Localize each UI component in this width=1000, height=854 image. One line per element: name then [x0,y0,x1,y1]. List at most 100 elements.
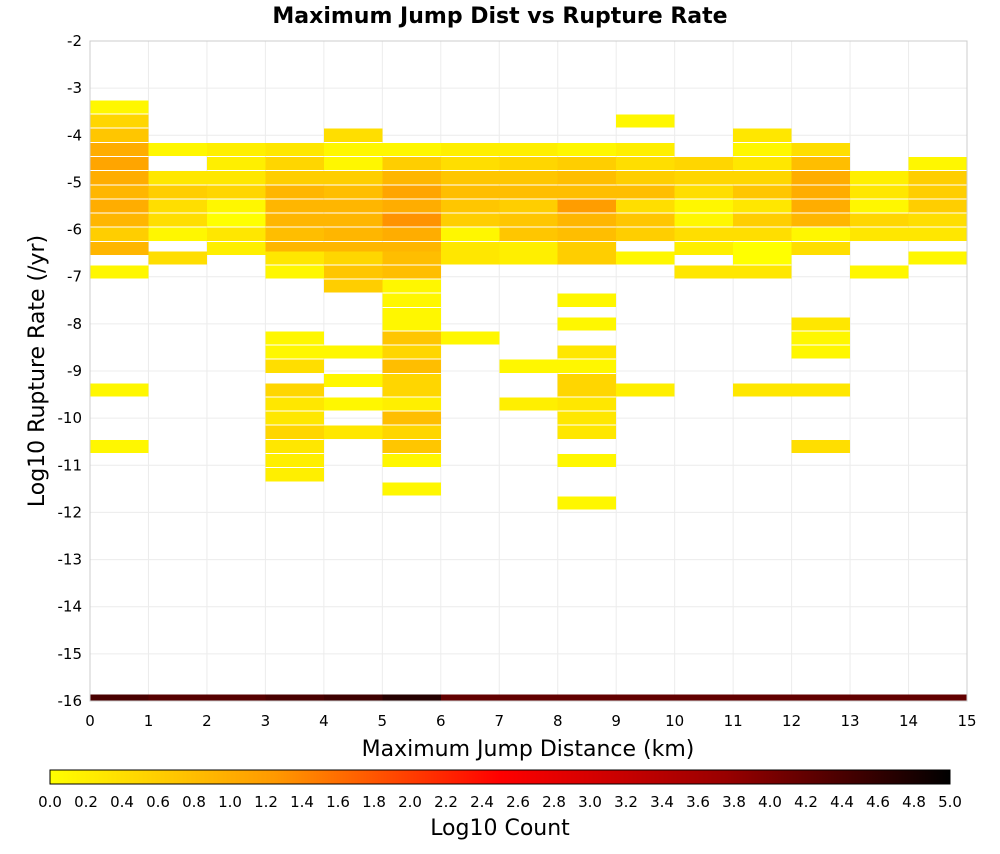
heatmap-cell-4-3 [323,171,383,185]
heatmap-cell-10-1 [674,171,734,185]
heatmap-cell-5-14 [382,331,441,345]
heatmap-cell-7-0 [499,142,558,157]
colorbar-tick-label-6: 1.2 [254,793,278,811]
heatmap-cell-14-5 [908,227,967,241]
heatmap-cell-4-1 [323,142,383,157]
heatmap-cell-5-11 [382,293,441,307]
heatmap-cell-1-2 [148,185,207,199]
heatmap-cell-4-9 [323,251,383,265]
heatmap-cell-8-12 [557,359,617,373]
plot-border [89,40,968,702]
heatmap-cell-5-23 [382,453,441,468]
heatmap-cell-7-2 [499,171,558,185]
heatmap-cell-12-12 [791,439,851,454]
heatmap-cell-0-10 [90,241,149,256]
heatmap-cell-10-6 [674,241,734,256]
heatmap-cell-3-3 [265,185,324,199]
heatmap-cell-0-7 [90,199,149,213]
heatmap-cell-9-1 [616,142,675,157]
heatmap-bottom-cell-1 [148,694,207,701]
heatmap-cell-1-1 [148,171,207,185]
heatmap-cell-13-1 [850,185,909,199]
y-tick-label-13: -15 [58,645,83,663]
heatmap-cell-11-10 [733,265,792,279]
x-axis-label: Maximum Jump Distance (km) [362,737,695,762]
y-tick-label-2: -4 [67,126,82,144]
chart-title: Maximum Jump Dist vs Rupture Rate [272,4,727,29]
heatmap-cell-5-21 [382,425,441,439]
heatmap-cell-5-20 [382,411,441,425]
heatmap-cell-4-4 [323,185,383,199]
x-tick-label-0: 0 [85,712,95,730]
heatmap-cell-4-15 [323,425,383,439]
heatmap-cell-10-3 [674,199,734,213]
heatmap-cell-8-10 [557,317,617,331]
heatmap-cell-5-10 [382,279,441,293]
heatmap-cell-5-19 [382,397,441,411]
heatmap-cell-11-2 [733,156,792,171]
heatmap-cell-4-7 [323,227,383,241]
heatmap-cell-7-8 [499,251,558,265]
y-tick-label-5: -7 [67,268,82,286]
colorbar-tick-label-14: 2.8 [542,793,566,811]
heatmap-cell-3-10 [265,331,324,345]
heatmap-cell-12-3 [791,185,851,199]
heatmap-cell-14-3 [908,199,967,213]
y-tick-label-11: -13 [58,551,83,569]
heatmap-cell-5-22 [382,439,441,454]
heatmap-cell-8-1 [557,156,617,171]
colorbar-tick-label-2: 0.4 [110,793,134,811]
heatmap-bottom-cell-5 [382,694,441,701]
heatmap-cells [90,100,967,701]
heatmap-cell-5-13 [382,317,441,331]
heatmap-cell-4-11 [323,279,383,293]
heatmap-cell-8-0 [557,142,617,157]
colorbar-tick-label-4: 0.8 [182,793,206,811]
heatmap-cell-9-6 [616,213,675,227]
heatmap-bottom-cell-8 [557,694,617,701]
heatmap-cell-3-14 [265,397,324,411]
heatmap-cell-0-13 [90,439,149,454]
colorbar-tick-label-3: 0.6 [146,793,170,811]
heatmap-cell-12-7 [791,241,851,256]
heatmap-cell-6-2 [440,171,500,185]
heatmap-cell-5-18 [382,383,441,397]
heatmap-cell-14-0 [908,156,967,171]
x-tick-label-4: 4 [319,712,329,730]
heatmap-cell-4-12 [323,345,383,359]
heatmap-cell-9-8 [616,251,675,265]
heatmap-bottom-cell-14 [908,694,967,701]
x-tick-label-1: 1 [144,712,154,730]
heatmap-bottom-cell-4 [323,694,383,701]
heatmap-cell-5-2 [382,171,441,185]
colorbar-tick-label-7: 1.4 [290,793,314,811]
x-tick-label-13: 13 [841,712,860,730]
colorbar-tick-label-16: 3.2 [614,793,638,811]
heatmap-cell-0-1 [90,114,149,128]
heatmap-cell-5-6 [382,227,441,241]
heatmap-cell-10-4 [674,213,734,227]
heatmap-cell-13-3 [850,213,909,227]
heatmap-cell-12-0 [791,142,851,157]
heatmap-cell-11-9 [733,251,792,265]
x-tick-label-3: 3 [261,712,271,730]
heatmap-cell-5-3 [382,185,441,199]
heatmap-bottom-cell-0 [90,694,149,701]
heatmap-cell-7-3 [499,185,558,199]
heatmap-cell-14-4 [908,213,967,227]
heatmap-cell-3-9 [265,265,324,279]
heatmap-cell-3-11 [265,345,324,359]
heatmap-cell-9-9 [616,383,675,397]
heatmap-cell-12-5 [791,213,851,227]
y-tick-label-9: -11 [58,456,83,474]
heatmap-cell-2-7 [206,241,266,256]
heatmap-cell-8-8 [557,251,617,265]
heatmap-cell-6-5 [440,213,500,227]
y-axis-label: Log10 Rupture Rate (/yr) [25,235,50,507]
heatmap-cell-6-8 [440,251,500,265]
heatmap-cell-4-5 [323,199,383,213]
heatmap-cell-13-4 [850,227,909,241]
heatmap-cell-8-4 [557,199,617,213]
heatmap-cell-10-5 [674,227,734,241]
heatmap-cell-11-7 [733,227,792,241]
